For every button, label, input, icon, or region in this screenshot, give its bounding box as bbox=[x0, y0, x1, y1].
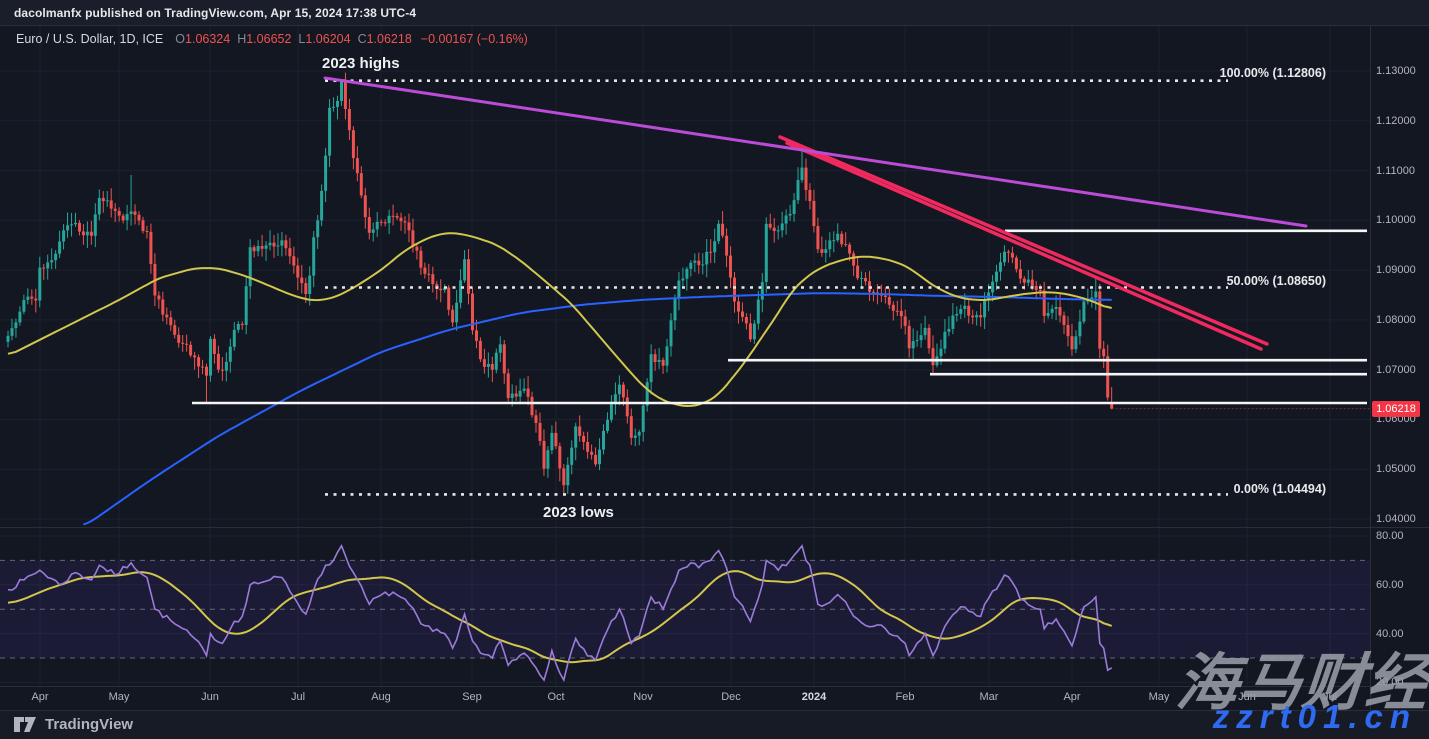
fib-label-0: 0.00% (1.04494) bbox=[1233, 482, 1326, 496]
low-label: L bbox=[298, 32, 306, 46]
price-tick-label: 1.12000 bbox=[1376, 115, 1416, 127]
rsi-tick-label: 60.00 bbox=[1376, 579, 1404, 591]
price-tick-label: 1.04000 bbox=[1376, 513, 1416, 525]
price-tick-label: 1.10000 bbox=[1376, 214, 1416, 226]
time-tick-label: 2024 bbox=[801, 691, 827, 703]
symbol-legend[interactable]: Euro / U.S. Dollar, 1D, ICE O1.06324 H1.06… bbox=[16, 32, 528, 46]
rsi-ma-yellow-line bbox=[7, 570, 1113, 664]
time-tick-label: Nov bbox=[633, 691, 653, 703]
time-tick-label: Mar bbox=[979, 691, 999, 703]
horizontal-support-lines[interactable] bbox=[192, 229, 1367, 405]
attribution-text: dacolmanfx published on TradingView.com,… bbox=[14, 6, 417, 20]
rsi-overbought-oversold-band bbox=[0, 560, 1370, 658]
time-tick-label: May bbox=[108, 691, 130, 703]
pane-separator[interactable] bbox=[0, 527, 1429, 528]
tradingview-brand-text: TradingView bbox=[45, 716, 134, 733]
ma-50-yellow-line bbox=[7, 232, 1112, 408]
footer-bar bbox=[0, 710, 1429, 739]
annotation-2023-lows: 2023 lows bbox=[543, 504, 614, 521]
time-tick-label: Jun bbox=[1238, 691, 1256, 703]
high-label: H bbox=[237, 32, 247, 46]
symbol-name: Euro / U.S. Dollar, 1D, ICE bbox=[16, 32, 164, 46]
time-tick-label: Jul bbox=[1322, 691, 1338, 703]
time-tick-label: Jun bbox=[201, 691, 219, 703]
price-axis-separator bbox=[1370, 26, 1371, 710]
price-tick-label: 1.09000 bbox=[1376, 264, 1416, 276]
rsi-tick-label: 80.00 bbox=[1376, 530, 1404, 542]
grid-layer bbox=[0, 26, 1370, 686]
time-tick-label: Oct bbox=[547, 691, 565, 703]
annotation-2023-highs: 2023 highs bbox=[322, 55, 400, 72]
rsi-tick-label: 40.00 bbox=[1376, 628, 1404, 640]
close-label: C bbox=[357, 32, 367, 46]
price-tick-label: 1.13000 bbox=[1376, 65, 1416, 77]
attribution-bar: dacolmanfx published on TradingView.com,… bbox=[0, 0, 1429, 26]
fib-label-50: 50.00% (1.08650) bbox=[1226, 274, 1326, 288]
rsi-purple-line bbox=[7, 544, 1113, 683]
last-price-badge: 1.06218 bbox=[1372, 401, 1420, 417]
watermark-url: zzrt01.cn bbox=[1212, 698, 1417, 735]
descending-trendline[interactable] bbox=[323, 76, 1308, 228]
fib-label-100: 100.00% (1.12806) bbox=[1219, 66, 1326, 80]
descending-channel-lines[interactable] bbox=[778, 135, 1269, 351]
price-tick-label: 1.11000 bbox=[1376, 165, 1415, 177]
time-tick-label: Apr bbox=[31, 691, 49, 703]
high-value: 1.06652 bbox=[246, 32, 292, 46]
ma-200-blue-line bbox=[83, 292, 1112, 526]
open-value: 1.06324 bbox=[185, 32, 231, 46]
change-value: −0.00167 (−0.16%) bbox=[420, 32, 528, 46]
rsi-tick-label: 20.00 bbox=[1376, 676, 1404, 688]
time-tick-label: May bbox=[1148, 691, 1170, 703]
tradingview-logo-icon bbox=[14, 717, 36, 732]
close-value: 1.06218 bbox=[366, 32, 412, 46]
fibonacci-dotted-lines[interactable] bbox=[325, 79, 1228, 496]
low-value: 1.06204 bbox=[305, 32, 351, 46]
time-axis-separator bbox=[0, 686, 1429, 687]
time-tick-label: Feb bbox=[895, 691, 915, 703]
price-tick-label: 1.05000 bbox=[1376, 463, 1416, 475]
time-tick-label: Apr bbox=[1063, 691, 1081, 703]
price-tick-label: 1.07000 bbox=[1376, 364, 1416, 376]
time-tick-label: Jul bbox=[290, 691, 306, 703]
price-tick-label: 1.08000 bbox=[1376, 314, 1416, 326]
time-tick-label: Dec bbox=[721, 691, 741, 703]
open-label: O bbox=[175, 32, 186, 46]
rsi-level-lines bbox=[0, 559, 1370, 659]
candles-layer bbox=[6, 72, 1114, 495]
time-tick-label: Sep bbox=[462, 691, 482, 703]
time-tick-label: Aug bbox=[371, 691, 391, 703]
tradingview-brand-link[interactable]: TradingView bbox=[14, 716, 133, 733]
